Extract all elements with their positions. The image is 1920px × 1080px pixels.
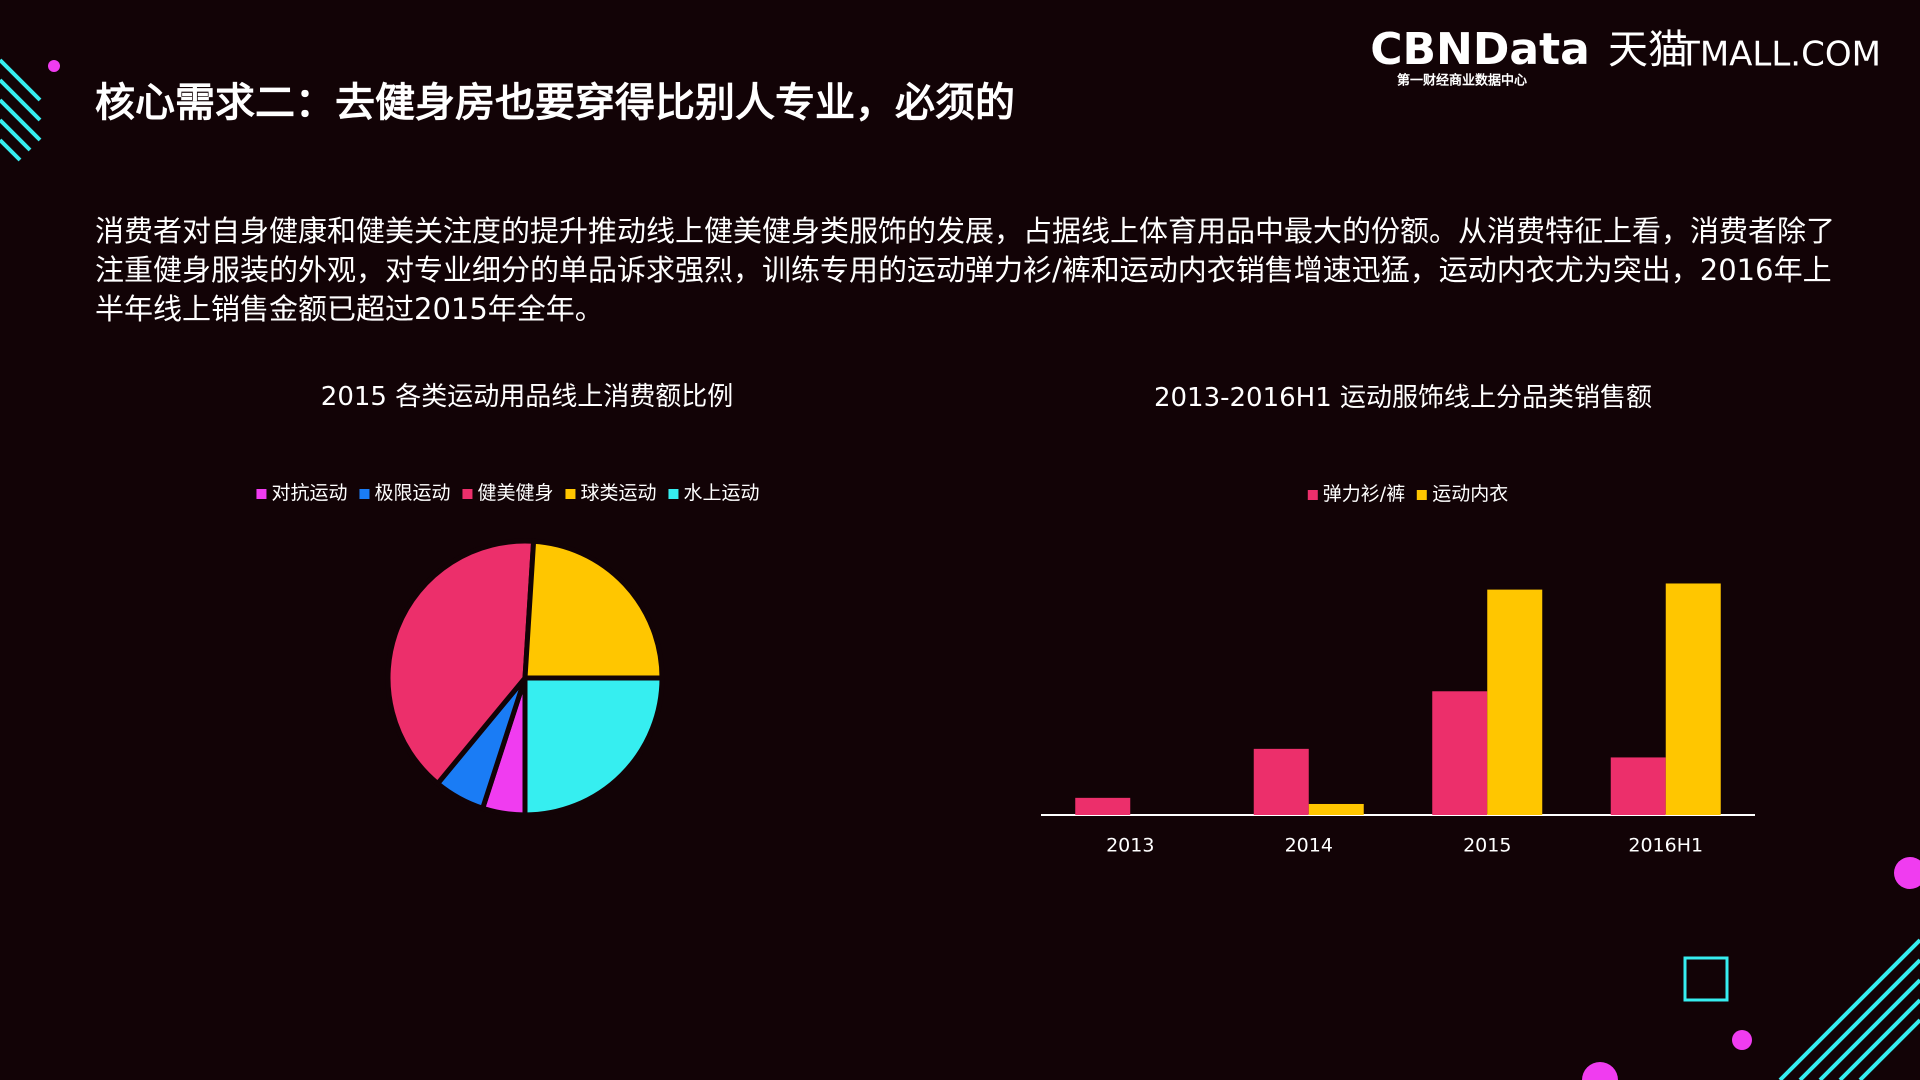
logo-partner-en: TMALL.COM [1678,35,1881,75]
legend-label: 极限运动 [374,482,451,504]
legend-label: 运动内衣 [1432,483,1509,505]
pie-slice [522,538,665,681]
legend-item: 健美健身 [462,478,554,505]
bar [1075,797,1131,815]
legend-label: 球类运动 [580,482,657,504]
legend-item: 对抗运动 [256,478,347,505]
pie-slice [522,675,665,818]
x-tick-label: 2016H1 [1628,835,1703,857]
legend: 弹力衫/裤 运动内衣 [1307,479,1508,506]
legend-swatch [359,489,370,499]
bar [1487,589,1543,815]
x-tick-label: 2013 [1106,835,1154,857]
bar [1610,757,1666,815]
decoration-dot [1894,857,1920,889]
x-tick-label: 2014 [1285,835,1333,857]
x-tick-label: 2015 [1463,835,1511,857]
bar [1665,583,1721,815]
legend-label: 弹力衫/裤 [1322,483,1406,505]
pie-slice [385,538,537,788]
decoration [0,58,1920,1080]
legend-item: 球类运动 [565,478,657,505]
legend-item: 弹力衫/裤 [1307,479,1406,506]
decoration-dot [1732,1030,1752,1050]
chart-title: 2015 各类运动用品线上消费额比例 [320,382,734,412]
logo-sub: 第一财经商业数据中心 [1397,73,1527,89]
page-title: 核心需求二：去健身房也要穿得比别人专业，必须的 [95,80,1015,126]
legend-swatch [256,489,267,499]
legend-item: 水上运动 [668,478,760,505]
legend-swatch [668,489,679,499]
legend-item: 极限运动 [359,478,450,505]
legend: 对抗运动 极限运动 健美健身 球类运动 水上运动 [256,478,760,505]
legend-item: 运动内衣 [1417,479,1508,506]
bar [1308,803,1364,815]
bar [1253,748,1309,815]
legend-label: 水上运动 [683,482,760,504]
legend-label: 对抗运动 [271,482,348,504]
legend-swatch [1307,490,1318,500]
chart-title: 2013-2016H1 运动服饰线上分品类销售额 [1153,383,1653,413]
logo-partner: 天猫 [1608,27,1688,73]
decoration-dot [1582,1062,1618,1080]
legend-swatch [1417,490,1428,500]
legend-swatch [565,489,576,499]
legend-label: 健美健身 [477,482,554,504]
decoration-dot [48,60,60,72]
logo: CBNData [1370,24,1590,75]
bar [1432,691,1488,815]
legend-swatch [462,489,473,499]
paragraph: 消费者对自身健康和健美关注度的提升推动线上健美健身类服饰的发展，占据线上体育用品… [95,214,1836,326]
